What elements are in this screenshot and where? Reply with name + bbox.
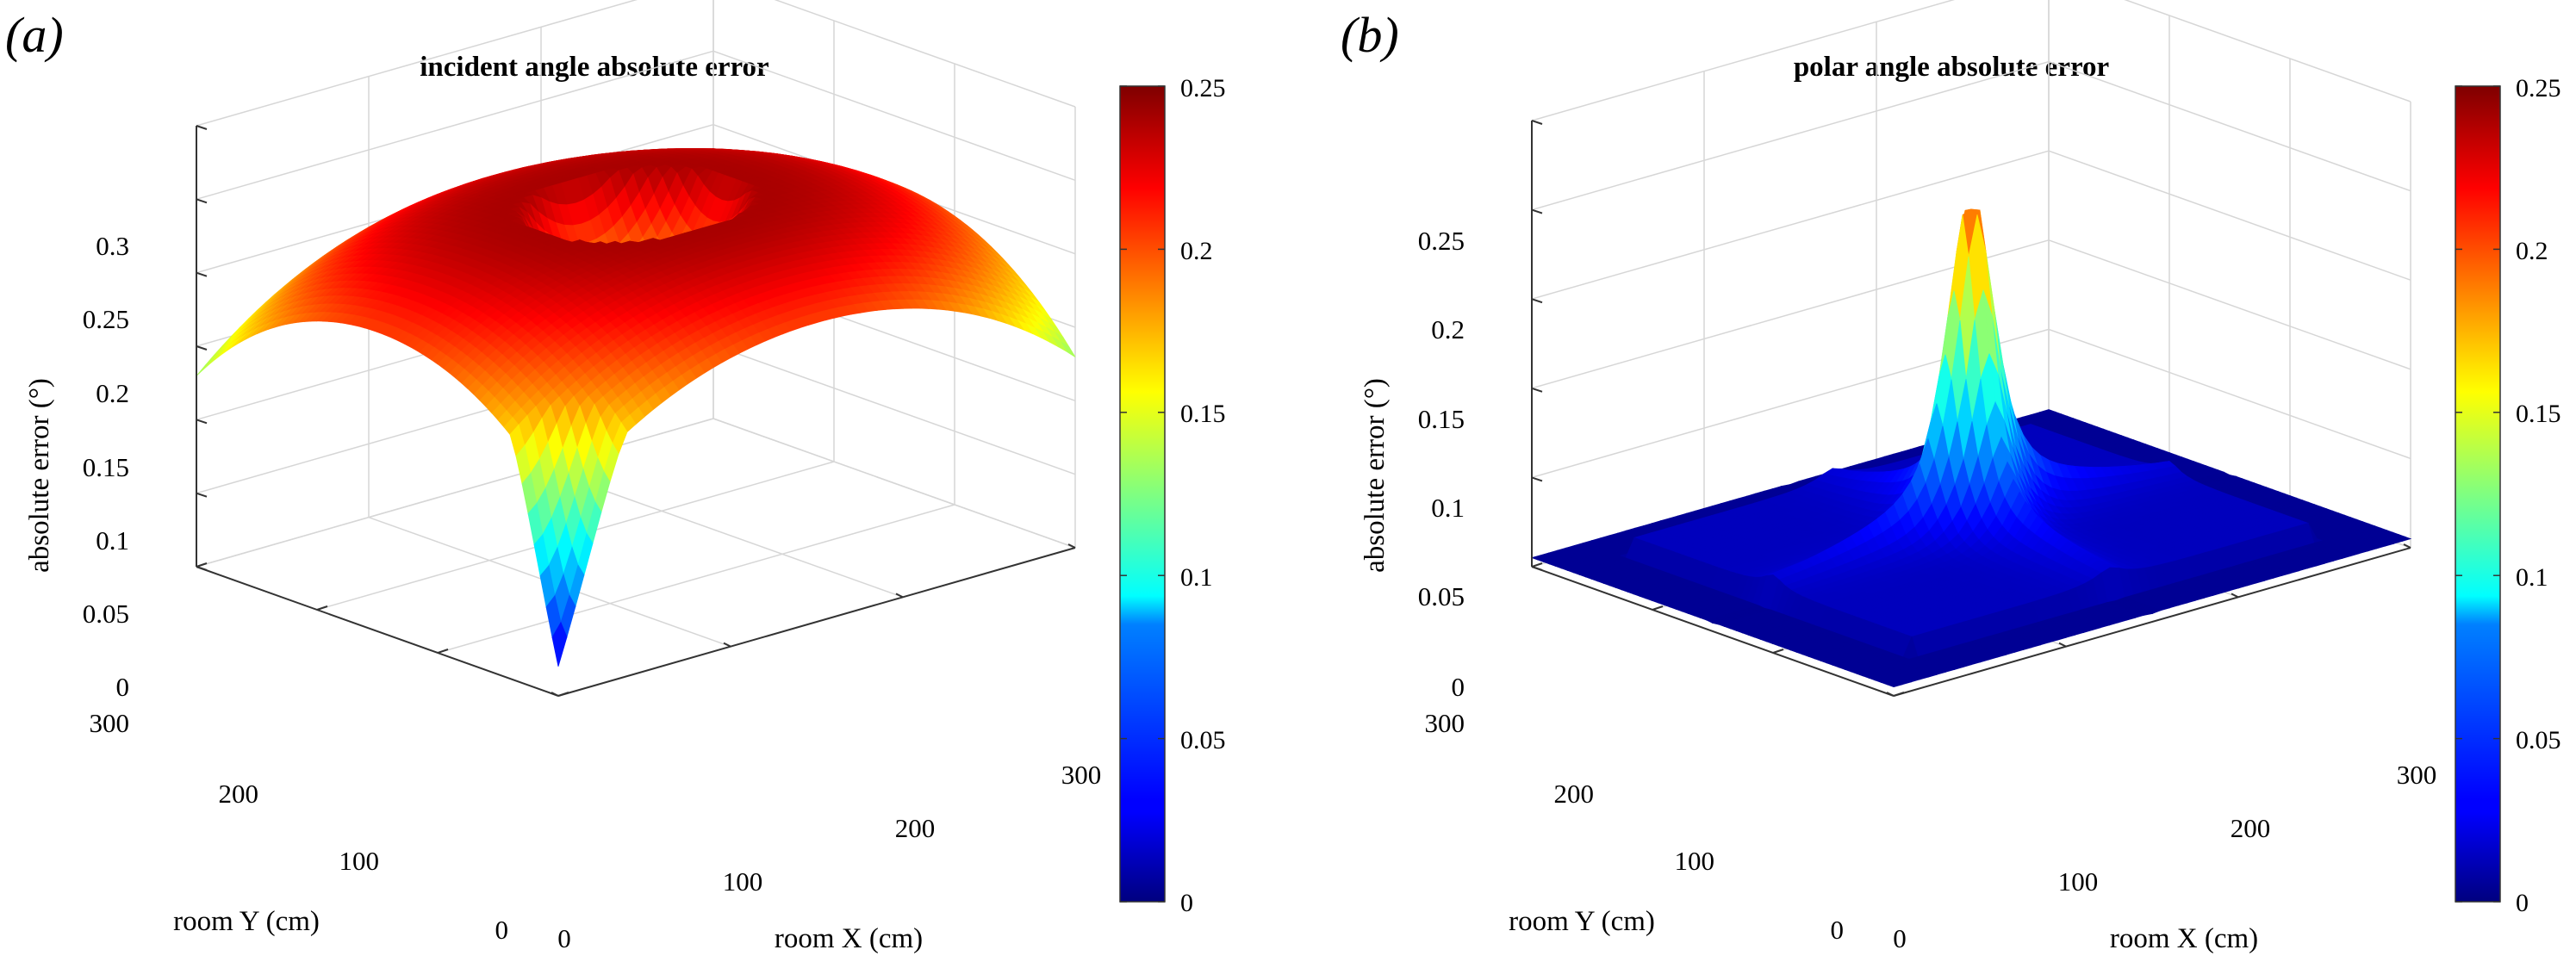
wall-grid-line [196,0,638,127]
wall-grid-line [712,344,1076,475]
z-tick-mark [196,566,208,571]
z-tick-label: 0 [116,672,130,702]
z-tick-mark [196,271,208,277]
x-tick-label: 300 [1061,760,1102,790]
y-axis-line [196,566,559,697]
panel-b-surface [1530,208,2412,688]
wall-grid-line [774,0,1076,108]
panel-a-z-axis-label: absolute error (°) [24,378,55,573]
colorbar-tick-label: 0 [1180,889,1193,917]
wall-grid-line [2048,239,2411,370]
z-tick-mark [196,198,208,204]
x-tick-label: 100 [723,866,763,897]
wall-grid-line [2048,150,2411,281]
y-tick-label: 300 [90,708,130,738]
x-tick-label: 200 [895,813,936,843]
panel-a-title: incident angle absolute error [420,52,768,83]
panel-a-x-axis-label: room X (cm) [775,923,923,954]
panel-b: (b) polar angle absolute error 0 0.05 0.… [1341,0,2561,954]
colorbar-tick-label: 0.05 [1180,726,1226,754]
panel-a-label: (a) [5,7,64,63]
colorbar-tick-label: 0.1 [1180,563,1213,592]
z-tick-mark [196,492,208,498]
z-tick-label: 0.3 [96,231,129,261]
z-tick-label: 0.15 [83,452,129,482]
panel-a-y-axis-label: room Y (cm) [173,906,320,937]
wall-grid-line [2124,0,2411,102]
x-tick-label: 0 [557,923,571,953]
panel-a-z-ticks: 0 0.05 0.1 0.15 0.2 0.25 0.3 [83,231,129,702]
floor-grid-line [437,504,955,654]
wall-grid-line [1531,60,2050,211]
y-tick-label: 200 [219,779,259,809]
wall-grid-line [2048,60,2411,192]
x-axis-line [557,547,1076,697]
colorbar-tick-label: 0.25 [1180,74,1226,102]
wall-grid-line [712,418,1076,549]
wall-grid-line [196,418,714,568]
z-tick-label: 0.25 [83,304,129,334]
y-tick-mark [437,649,449,654]
y-tick-mark [196,562,208,568]
panel-b-label: (b) [1341,7,1399,63]
z-tick-label: 0.1 [96,525,129,555]
panel-a: (a) incident angle absolute error 0 0.05… [5,0,1226,954]
y-tick-label: 100 [339,846,380,876]
colorbar-tick-label: 0.15 [1180,400,1226,428]
wall-grid-line [712,50,1076,182]
colorbar-tick-label: 0.2 [1180,237,1213,265]
panel-a-surface [196,147,1076,667]
y-tick-mark [316,605,328,611]
colorbar-gradient [1119,85,1166,903]
z-tick-label: 0.05 [83,599,129,629]
wall-grid-line [196,50,714,201]
z-tick-mark [196,419,208,425]
panel-a-colorbar: 0 0.05 0.1 0.15 0.2 0.25 [1119,74,1226,917]
z-tick-mark [196,345,208,351]
z-tick-mark [196,125,208,130]
panel-b-title: polar angle absolute error [1794,52,2109,83]
y-tick-label: 0 [495,915,509,945]
z-tick-label: 0.2 [96,378,129,408]
